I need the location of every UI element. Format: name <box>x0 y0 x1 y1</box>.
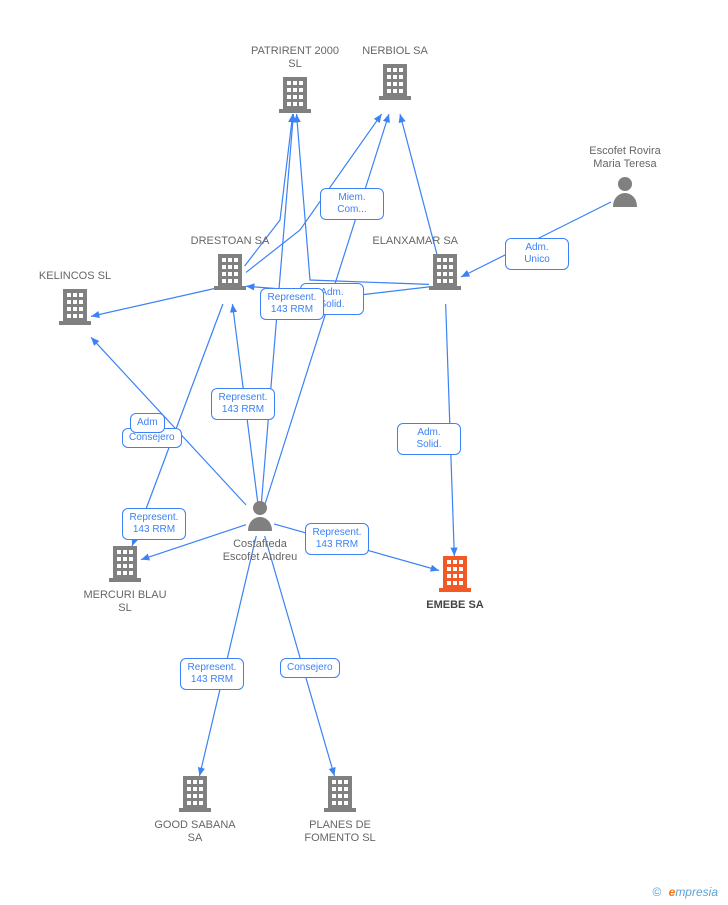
edge-label: Miem. Com... <box>320 188 384 220</box>
node-drestoan[interactable]: DRESTOAN SA <box>185 235 275 293</box>
node-label: MERCURI BLAU SL <box>80 589 170 615</box>
building-icon <box>379 62 411 103</box>
building-icon <box>279 75 311 116</box>
node-label: PLANES DE FOMENTO SL <box>295 819 385 845</box>
edge-label: Represent. 143 RRM <box>122 508 186 540</box>
building-icon <box>59 287 91 328</box>
edge-label: Represent. 143 RRM <box>260 288 324 320</box>
building-icon <box>109 544 141 585</box>
node-label: Costafreda Escofet Andreu <box>215 538 305 564</box>
building-icon <box>429 252 461 293</box>
node-mercuri[interactable]: MERCURI BLAU SL <box>80 544 170 615</box>
node-planes[interactable]: PLANES DE FOMENTO SL <box>295 774 385 845</box>
node-elanxamar[interactable]: ELANXAMAR SA <box>400 235 490 293</box>
person-icon <box>611 175 639 210</box>
node-emebe[interactable]: EMEBE SA <box>410 554 500 612</box>
node-nerbiol[interactable]: NERBIOL SA <box>350 45 440 103</box>
edge-label: Adm. Unico <box>505 238 569 270</box>
building-icon <box>179 774 211 815</box>
edge-label: Represent. 143 RRM <box>305 523 369 555</box>
edge-label: Adm <box>130 413 165 433</box>
node-label: DRESTOAN SA <box>185 235 275 248</box>
building-icon <box>439 554 471 595</box>
edge-label: Represent. 143 RRM <box>211 388 275 420</box>
edges-layer <box>0 0 728 905</box>
node-label: EMEBE SA <box>410 599 500 612</box>
watermark: © empresia <box>652 885 718 899</box>
person-icon <box>246 499 274 534</box>
node-label: GOOD SABANA SA <box>150 819 240 845</box>
building-icon <box>324 774 356 815</box>
node-label: NERBIOL SA <box>350 45 440 58</box>
node-label: ELANXAMAR SA <box>368 235 458 248</box>
node-good[interactable]: GOOD SABANA SA <box>150 774 240 845</box>
edge-label: Adm. Solid. <box>397 423 461 455</box>
node-patrirent[interactable]: PATRIRENT 2000 SL <box>250 45 340 116</box>
edge-label: Consejero <box>280 658 340 678</box>
network-diagram: © empresia PATRIRENT 2000 SL NERBIOL SA … <box>0 0 728 905</box>
node-label: Escofet Rovira Maria Teresa <box>580 145 670 171</box>
edge <box>91 337 246 505</box>
node-label: PATRIRENT 2000 SL <box>250 45 340 71</box>
copyright-symbol: © <box>652 885 661 899</box>
edge <box>199 536 256 776</box>
building-icon <box>214 252 246 293</box>
node-costafreda[interactable]: Costafreda Escofet Andreu <box>215 499 305 564</box>
edge <box>265 536 335 776</box>
node-kelincos[interactable]: KELINCOS SL <box>30 270 120 328</box>
brand-rest: mpresia <box>675 885 718 899</box>
node-escofet[interactable]: Escofet Rovira Maria Teresa <box>580 145 670 210</box>
edge-label: Represent. 143 RRM <box>180 658 244 690</box>
node-label: KELINCOS SL <box>30 270 120 283</box>
